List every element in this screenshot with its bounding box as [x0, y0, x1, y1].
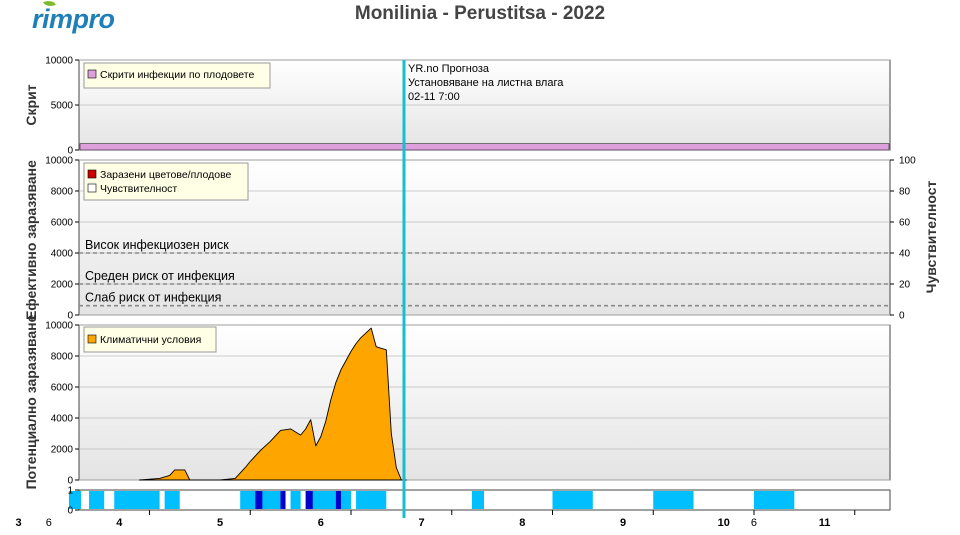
legend-label-climate: Климатични условия [100, 334, 201, 346]
legend-potential: Климатични условия [83, 326, 217, 353]
x-tick-label: 6 [318, 517, 324, 529]
x-tick-label: 10 [718, 517, 730, 529]
y-tick-label: 4000 [51, 414, 74, 425]
y2-tick-label: 60 [899, 218, 911, 229]
wet-period-bar [471, 491, 484, 509]
wet-period-bar [240, 491, 286, 509]
wet-period-bar [356, 491, 387, 509]
wet-period-bar [290, 491, 301, 509]
rimpro-logo: rimpro [32, 0, 115, 35]
legend-effective: Заразени цветове/плодове Чувствителност [83, 162, 249, 201]
legend-label-hidden: Скрити инфекции по плодовете [100, 69, 254, 81]
risk-threshold-label: Висок инфекциозен риск [85, 238, 229, 252]
legend-swatch-sensitivity [87, 183, 97, 193]
y-tick-label: 2000 [51, 445, 74, 456]
wet-period-bar [653, 491, 694, 509]
forecast-time: 02-11 7:00 [408, 91, 460, 103]
wet-period-dark-bar [305, 491, 313, 509]
wet-period-dark-bar [335, 491, 341, 509]
wet-period-bar [753, 491, 795, 509]
y2-tick-label: 20 [899, 280, 911, 291]
wet-period-bar [68, 491, 82, 509]
ylabel-effective: Ефективно заразяване [23, 160, 39, 320]
x-tick-label: 4 [116, 517, 123, 529]
ylabel-right: Чувствителност [923, 180, 939, 293]
hidden-infection-band [79, 143, 890, 151]
legend-label-sensitivity: Чувствителност [100, 183, 177, 195]
y2-tick-label: 80 [899, 187, 911, 198]
x-tick-label: 8 [519, 517, 525, 529]
y-tick-label: 10000 [45, 56, 73, 67]
chart-title: Monilinia - Perustitsa - 2022 [354, 3, 606, 24]
y2-tick-label: 40 [899, 249, 911, 260]
y-tick-label: 6000 [51, 383, 74, 394]
ylabel-potential: Потенциално заразяване [23, 314, 39, 489]
x-tick-label: 7 [418, 517, 424, 529]
risk-threshold-label: Среден риск от инфекция [85, 269, 235, 283]
wet-period-dark-bar [280, 491, 286, 509]
wet-period-bar [114, 491, 160, 509]
y-tick-label: 5000 [51, 101, 74, 112]
y-tick-label: 1 [67, 486, 73, 497]
y2-tick-label: 0 [899, 311, 905, 322]
y-tick-label: 0 [67, 311, 73, 322]
chart-marks [68, 143, 890, 509]
wet-period-bar [164, 491, 180, 509]
y-tick-label: 10000 [45, 156, 73, 167]
legend-swatch-hidden [87, 69, 97, 79]
legend-label-infected: Заразени цветове/плодове [100, 169, 232, 181]
x-tick-label: 6 [46, 517, 52, 529]
climate-area [138, 327, 407, 481]
x-tick-label: 11 [819, 517, 831, 529]
y-tick-label: 4000 [51, 249, 74, 260]
x-tick-label: 6 [751, 517, 757, 529]
y-tick-label: 6000 [51, 218, 74, 229]
legend-swatch-infected [87, 169, 97, 179]
wet-period-bar [552, 491, 593, 509]
chart-texts: 0500010000020004000600080001000002040608… [15, 56, 916, 530]
x-tick-label: 9 [620, 517, 626, 529]
legend-hidden: Скрити инфекции по плодовете [83, 62, 271, 89]
ylabel-hidden: Скрит [23, 84, 39, 125]
y-tick-label: 2000 [51, 280, 74, 291]
y-tick-label: 0 [67, 146, 73, 157]
risk-threshold-label: Слаб риск от инфекция [85, 291, 221, 305]
wet-period-dark-bar [255, 491, 263, 509]
wet-period-bar [89, 491, 105, 509]
forecast-event: Установяване на листна влага [408, 77, 564, 89]
logo-text: rimpro [32, 4, 115, 34]
y-tick-label: 8000 [51, 187, 74, 198]
y-tick-label: 0 [67, 506, 73, 517]
y2-tick-label: 100 [899, 156, 916, 167]
forecast-source: YR.no Прогноза [408, 63, 490, 75]
legend-swatch-climate [87, 334, 97, 344]
x-tick-label: 3 [15, 517, 21, 529]
x-tick-label: 5 [217, 517, 223, 529]
y-tick-label: 8000 [51, 352, 74, 363]
y-tick-label: 0 [67, 476, 73, 487]
y-tick-label: 10000 [45, 321, 73, 332]
